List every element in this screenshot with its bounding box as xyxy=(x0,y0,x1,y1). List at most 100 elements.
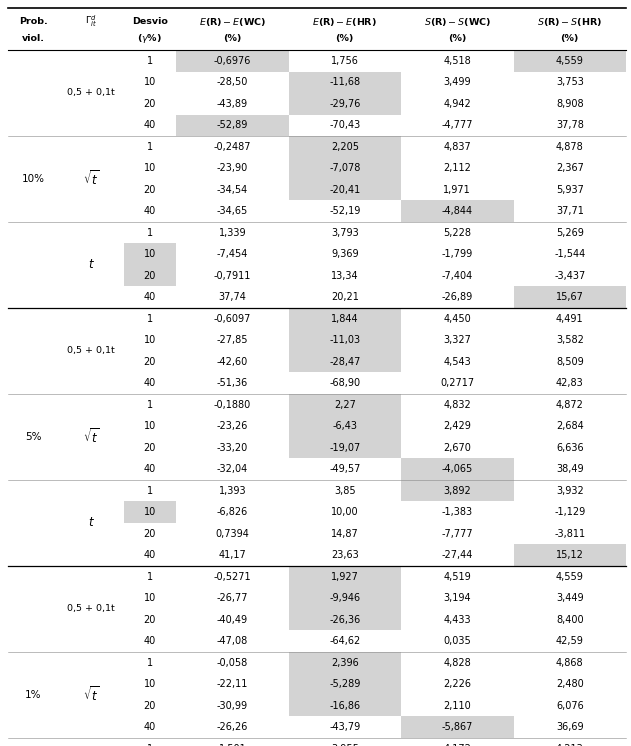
Bar xyxy=(176,566,288,588)
Bar xyxy=(124,416,176,437)
Text: 1: 1 xyxy=(147,400,153,410)
Bar xyxy=(8,416,59,437)
Bar xyxy=(124,93,176,114)
Text: -0,6976: -0,6976 xyxy=(214,56,251,66)
Text: 42,83: 42,83 xyxy=(556,378,584,388)
Text: 20,21: 20,21 xyxy=(331,292,359,302)
Bar xyxy=(176,72,288,93)
Bar xyxy=(59,652,124,674)
Text: 4,519: 4,519 xyxy=(444,571,471,582)
Bar xyxy=(176,674,288,695)
Bar xyxy=(401,459,514,480)
Text: 40: 40 xyxy=(144,464,156,474)
Text: 40: 40 xyxy=(144,551,156,560)
Text: 1,501: 1,501 xyxy=(218,744,246,746)
Bar xyxy=(124,114,176,136)
Text: -28,47: -28,47 xyxy=(329,357,360,367)
Text: 40: 40 xyxy=(144,378,156,388)
Bar xyxy=(514,372,626,394)
Bar xyxy=(514,630,626,652)
Bar xyxy=(124,50,176,72)
Text: 4,832: 4,832 xyxy=(444,400,471,410)
Text: $\Gamma_{it}^{d}$: $\Gamma_{it}^{d}$ xyxy=(85,14,97,29)
Bar xyxy=(176,201,288,222)
Text: Prob.: Prob. xyxy=(19,17,48,26)
Text: 4,872: 4,872 xyxy=(556,400,584,410)
Bar xyxy=(59,286,124,308)
Text: 1: 1 xyxy=(147,228,153,238)
Text: -47,08: -47,08 xyxy=(216,636,248,646)
Bar xyxy=(8,157,59,179)
Bar xyxy=(59,179,124,201)
Text: 20: 20 xyxy=(144,271,156,280)
Bar xyxy=(288,372,401,394)
Text: 0,5 + 0,1t: 0,5 + 0,1t xyxy=(68,346,115,356)
Text: 38,49: 38,49 xyxy=(556,464,584,474)
Text: 15,12: 15,12 xyxy=(556,551,584,560)
Bar xyxy=(401,179,514,201)
Bar xyxy=(401,566,514,588)
Bar xyxy=(288,330,401,351)
Bar xyxy=(514,351,626,372)
Text: 2,205: 2,205 xyxy=(331,142,359,151)
Bar xyxy=(401,480,514,501)
Bar xyxy=(59,243,124,265)
Text: 4,868: 4,868 xyxy=(556,658,584,668)
Bar xyxy=(288,72,401,93)
Bar xyxy=(401,652,514,674)
Text: 1,339: 1,339 xyxy=(218,228,246,238)
Text: -6,826: -6,826 xyxy=(216,507,248,517)
Bar xyxy=(8,351,59,372)
Bar xyxy=(176,330,288,351)
Bar xyxy=(124,716,176,738)
Bar xyxy=(176,243,288,265)
Bar xyxy=(514,459,626,480)
Bar xyxy=(514,674,626,695)
Bar xyxy=(176,501,288,523)
Text: -4,777: -4,777 xyxy=(442,120,473,131)
Bar xyxy=(514,222,626,243)
Bar xyxy=(124,394,176,416)
Bar xyxy=(288,201,401,222)
Text: -7,777: -7,777 xyxy=(442,529,473,539)
Bar xyxy=(514,93,626,114)
Bar xyxy=(176,286,288,308)
Text: -52,19: -52,19 xyxy=(329,206,360,216)
Text: 20: 20 xyxy=(144,442,156,453)
Bar xyxy=(124,265,176,286)
Bar xyxy=(176,308,288,330)
Bar xyxy=(288,308,401,330)
Bar xyxy=(176,93,288,114)
Bar xyxy=(176,738,288,746)
Bar xyxy=(176,695,288,716)
Bar xyxy=(401,265,514,286)
Text: 10%: 10% xyxy=(22,174,45,184)
Bar xyxy=(124,523,176,545)
Bar xyxy=(288,179,401,201)
Text: -49,57: -49,57 xyxy=(329,464,360,474)
Text: -4,844: -4,844 xyxy=(442,206,473,216)
Text: -23,90: -23,90 xyxy=(216,163,248,173)
Text: 1,844: 1,844 xyxy=(331,314,358,324)
Text: -5,289: -5,289 xyxy=(329,680,360,689)
Bar xyxy=(401,243,514,265)
Text: 10: 10 xyxy=(144,421,156,431)
Bar xyxy=(59,114,124,136)
Bar xyxy=(288,630,401,652)
Bar xyxy=(8,136,59,157)
Bar xyxy=(401,136,514,157)
Text: ($\gamma$%): ($\gamma$%) xyxy=(138,32,162,45)
Bar xyxy=(59,201,124,222)
Bar xyxy=(176,136,288,157)
Bar xyxy=(124,179,176,201)
Text: $E\mathbf{(R)}-E\mathbf{(HR)}$: $E\mathbf{(R)}-E\mathbf{(HR)}$ xyxy=(312,16,377,28)
Text: 1: 1 xyxy=(147,142,153,151)
Bar xyxy=(8,114,59,136)
Bar xyxy=(401,416,514,437)
Bar xyxy=(8,459,59,480)
Text: -33,20: -33,20 xyxy=(216,442,248,453)
Bar xyxy=(59,351,124,372)
Text: 6,076: 6,076 xyxy=(556,700,584,711)
Bar xyxy=(514,566,626,588)
Bar xyxy=(124,480,176,501)
